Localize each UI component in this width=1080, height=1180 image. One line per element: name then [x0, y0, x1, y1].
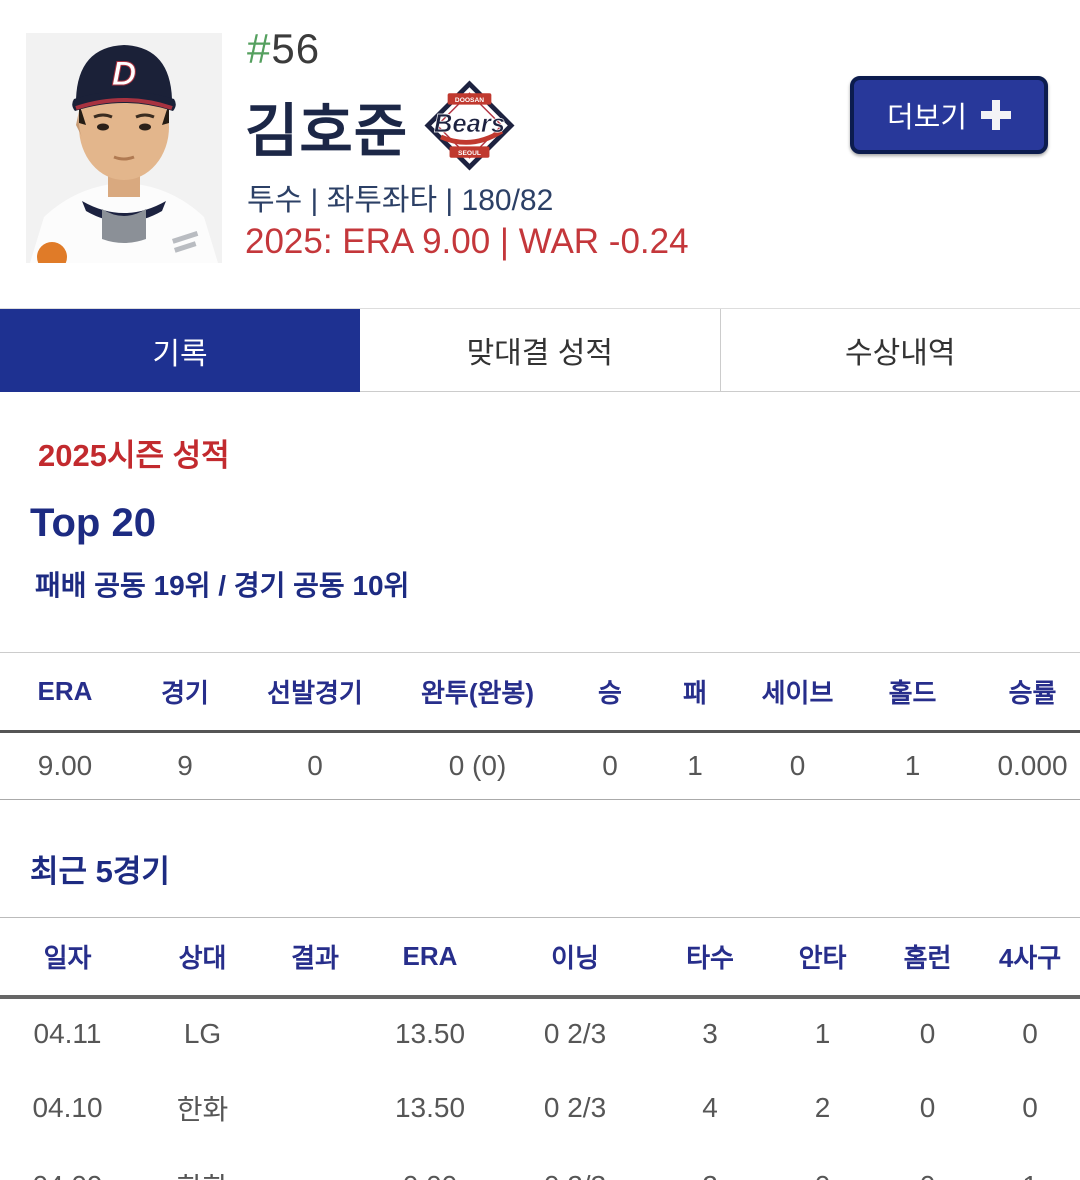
svg-text:D: D	[112, 55, 137, 93]
cell-walks: 1	[980, 1147, 1080, 1180]
season-stats-table: ERA 경기 선발경기 완투(완봉) 승 패 세이브 홀드 승률 9.00 9 …	[0, 652, 1080, 800]
tab-records[interactable]: 기록	[0, 309, 360, 392]
season-table-wrap: ERA 경기 선발경기 완투(완봉) 승 패 세이브 홀드 승률 9.00 9 …	[0, 652, 1080, 800]
tab-bar: 기록 맞대결 성적 수상내역	[0, 308, 1080, 392]
hash-icon: #	[247, 25, 272, 72]
cell-era: 9.00	[0, 731, 130, 800]
player-photo: D	[26, 33, 222, 263]
col-walks: 4사구	[998, 943, 1062, 973]
col-losses: 패	[683, 678, 707, 708]
cell-opponent: 한화	[135, 1147, 270, 1180]
cell-walks: 0	[1022, 1018, 1038, 1049]
cell-hits: 0	[770, 1147, 875, 1180]
cell-saves: 0	[735, 731, 860, 800]
cell-starts: 0	[240, 731, 390, 800]
cell-at-bats: 3	[702, 1018, 718, 1049]
tab-head-to-head[interactable]: 맞대결 성적	[360, 309, 720, 392]
cell-complete-games: 0 (0)	[390, 731, 565, 800]
col-starts: 선발경기	[267, 678, 363, 708]
cell-innings: 0 2/3	[543, 1092, 607, 1123]
cell-opponent: 한화	[176, 1094, 229, 1125]
col-games: 경기	[161, 678, 209, 708]
cell-walks: 0	[1022, 1092, 1038, 1123]
col-opponent: 상대	[178, 943, 227, 973]
cell-home-runs: 0	[875, 1147, 980, 1180]
cell-at-bats: 4	[702, 1092, 718, 1123]
cell-result	[270, 1069, 360, 1147]
cell-era: 13.50	[394, 1092, 466, 1123]
cell-home-runs: 0	[919, 1092, 936, 1123]
more-button[interactable]: 더보기	[850, 76, 1048, 154]
season-table-row: 9.00 9 0 0 (0) 0 1 0 1 0.000	[0, 731, 1080, 800]
col-wins: 승	[598, 678, 622, 708]
name-row: 김호준 DOOSAN SEOUL Bears	[245, 78, 517, 173]
col-hits: 안타	[798, 943, 847, 973]
col-era: ERA	[37, 676, 93, 706]
col-saves: 세이브	[761, 678, 834, 708]
cell-date: 04.11	[33, 1018, 102, 1049]
cell-result	[270, 997, 360, 1069]
recent-game-row: 04.11 LG 13.50 0 2/3 3 1 0 0	[0, 997, 1080, 1069]
player-profile-header: D #56 김호준 DOOSAN SEOUL Bears 투수 | 좌투좌타 |…	[0, 0, 1080, 308]
cell-wins: 0	[565, 731, 655, 800]
season-table-header-row: ERA 경기 선발경기 완투(완봉) 승 패 세이브 홀드 승률	[0, 652, 1080, 732]
col-complete-games: 완투(완봉)	[421, 678, 534, 708]
top20-detail: 패배 공동 19위 / 경기 공동 10위	[35, 570, 410, 601]
cell-result	[270, 1147, 360, 1180]
svg-text:SEOUL: SEOUL	[458, 150, 481, 157]
cell-date: 04.10	[32, 1092, 103, 1123]
cell-hits: 2	[814, 1092, 831, 1123]
recent-game-row: 04.10 한화 13.50 0 2/3 4 2 0 0	[0, 1069, 1080, 1147]
plus-icon	[981, 100, 1012, 130]
jersey-number: #56	[247, 25, 321, 72]
col-innings: 이닝	[551, 943, 599, 973]
top20-title: Top 20	[30, 501, 156, 545]
col-result: 결과	[291, 943, 339, 973]
season-summary: 2025: ERA 9.00 | WAR -0.24	[245, 222, 689, 261]
recent-table-header-row: 일자 상대 결과 ERA 이닝 타수 안타 홈런 4사구	[0, 917, 1080, 997]
more-button-label: 더보기	[886, 102, 968, 134]
cell-at-bats: 2	[650, 1147, 770, 1180]
cell-innings: 0 2/3	[500, 1147, 650, 1180]
col-date: 일자	[43, 943, 92, 973]
cell-losses: 1	[655, 731, 735, 800]
svg-text:Bears: Bears	[434, 110, 505, 138]
col-win-pct: 승률	[1008, 678, 1057, 708]
cell-opponent: LG	[183, 1018, 222, 1049]
recent-games-table: 일자 상대 결과 ERA 이닝 타수 안타 홈런 4사구 04.11 LG 13…	[0, 917, 1080, 1180]
svg-text:DOOSAN: DOOSAN	[455, 97, 484, 104]
tab-awards[interactable]: 수상내역	[719, 309, 1080, 392]
season-section-title: 2025시즌 성적	[38, 438, 230, 473]
cell-date: 04.09	[0, 1147, 135, 1180]
player-position-info: 투수 | 좌투좌타 | 180/82	[247, 184, 554, 217]
recent-games-title: 최근 5경기	[30, 854, 170, 889]
cell-innings: 0 2/3	[543, 1018, 607, 1049]
cell-win-pct: 0.000	[965, 731, 1080, 800]
col-era2: ERA	[402, 941, 458, 971]
cell-games: 9	[130, 731, 240, 800]
doosan-bears-logo-icon: DOOSAN SEOUL Bears	[424, 80, 515, 171]
col-holds: 홀드	[888, 678, 937, 708]
col-at-bats: 타수	[686, 943, 734, 973]
player-name: 김호준	[245, 98, 409, 164]
col-home-runs: 홈런	[903, 943, 952, 973]
cell-holds: 1	[860, 731, 965, 800]
cell-hits: 1	[814, 1018, 831, 1049]
cell-home-runs: 0	[919, 1018, 936, 1049]
recent-game-row: 04.09 한화 0.00 0 2/3 2 0 0 1	[0, 1147, 1080, 1180]
cell-era: 13.50	[394, 1018, 466, 1049]
cell-era: 0.00	[360, 1147, 500, 1180]
